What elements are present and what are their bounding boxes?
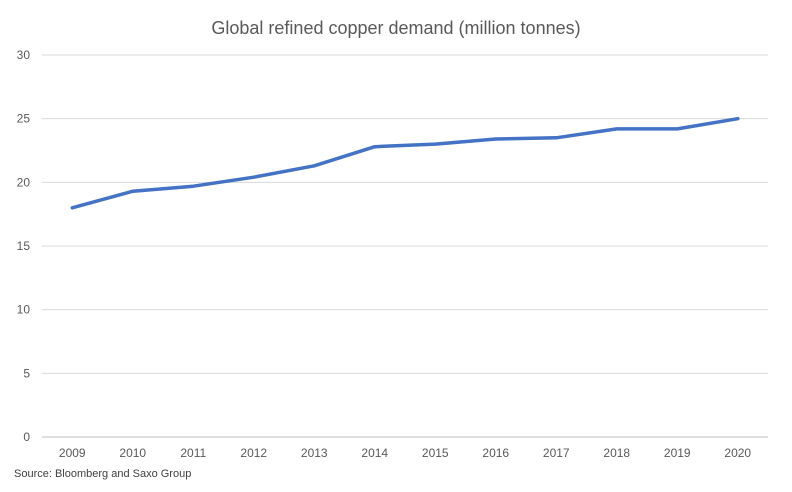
x-tick-label: 2016 [482,446,509,460]
x-tick-label: 2010 [119,446,146,460]
y-tick-label: 15 [17,239,31,253]
x-tick-label: 2015 [422,446,449,460]
x-tick-label: 2020 [724,446,751,460]
chart-title: Global refined copper demand (million to… [211,18,580,38]
y-tick-label: 5 [23,366,30,380]
y-tick-label: 25 [17,112,31,126]
x-tick-label: 2014 [361,446,388,460]
y-axis-ticks: 0 5 10 15 20 25 30 [17,48,31,444]
series-group [70,116,740,210]
y-tick-label: 30 [17,48,31,62]
x-tick-label: 2012 [240,446,267,460]
x-tick-label: 2018 [603,446,630,460]
x-axis-ticks: 2009 2010 2011 2012 2013 2014 2015 2016 2017 2018… [59,446,752,460]
x-tick-label: 2009 [59,446,86,460]
x-tick-label: 2013 [301,446,328,460]
y-tick-label: 10 [17,303,31,317]
series-line [70,116,740,210]
x-tick-label: 2011 [180,446,206,460]
x-tick-label: 2019 [664,446,691,460]
gridlines [42,54,768,374]
y-tick-label: 20 [17,175,31,189]
source-note: Source: Bloomberg and Saxo Group [14,468,191,480]
y-tick-label: 0 [23,430,30,444]
x-tick-label: 2017 [543,446,570,460]
